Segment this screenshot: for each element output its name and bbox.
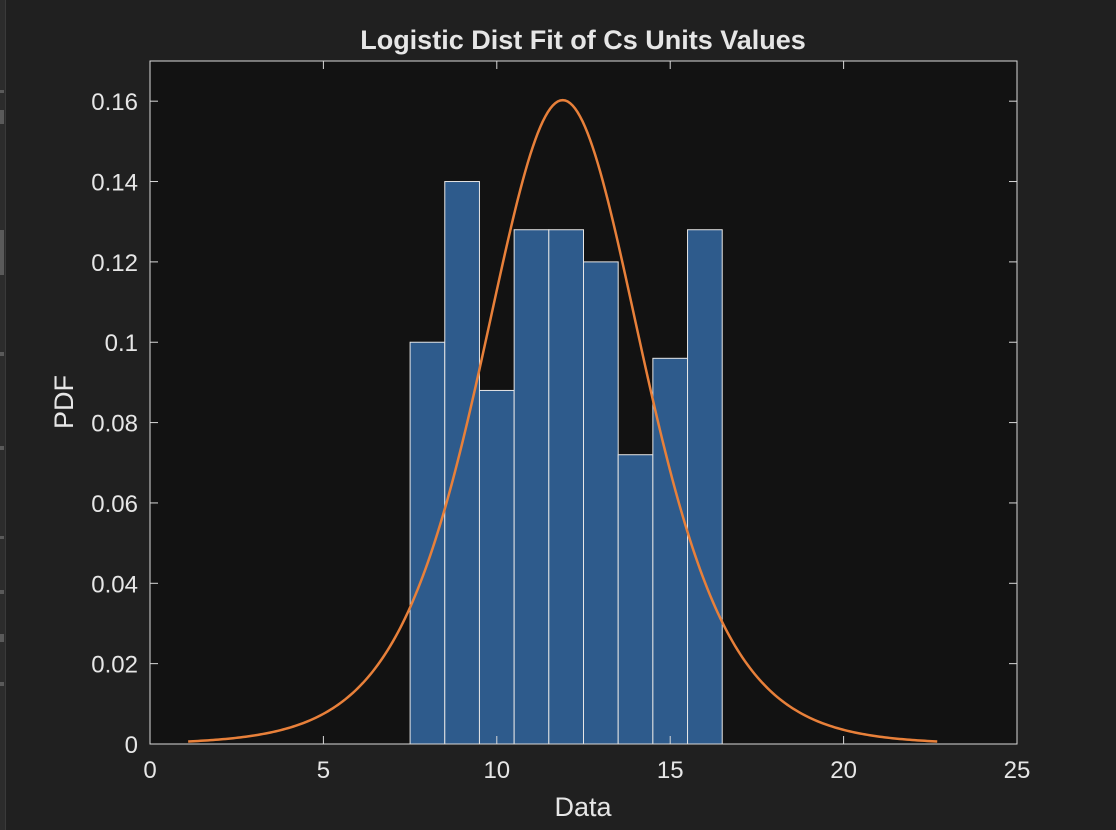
axis-ticks (149, 61, 1018, 745)
histogram-bar (652, 357, 689, 745)
x-tick-label: 25 (1004, 757, 1031, 784)
histogram-bar (548, 229, 585, 745)
y-axis-label: PDF (49, 375, 79, 429)
x-tick-label: 0 (143, 757, 156, 784)
y-tick-label: 0.12 (91, 250, 138, 277)
histogram-bar (617, 454, 654, 745)
x-tick-label: 5 (317, 757, 330, 784)
y-tick-label: 0.02 (91, 652, 138, 679)
y-tick-label: 0.06 (91, 491, 138, 518)
y-tick-label: 0.14 (91, 170, 138, 197)
logistic-fit-curve (188, 98, 938, 743)
histogram-bar (409, 341, 446, 745)
x-tick-label: 10 (483, 757, 510, 784)
y-tick-label: 0.16 (91, 89, 138, 116)
histogram-bar (444, 181, 480, 745)
x-tick-labels: 0 5 10 15 20 25 (143, 757, 1030, 784)
y-tick-label: 0 (125, 732, 138, 759)
y-tick-label: 0.04 (91, 571, 138, 598)
x-tick-label: 15 (657, 757, 684, 784)
chart-title: Logistic Dist Fit of Cs Units Values (360, 25, 806, 55)
y-tick-labels: 0 0.02 0.04 0.06 0.08 0.1 0.12 0.14 0.16 (91, 89, 138, 759)
histogram-bar (513, 229, 550, 745)
left-edge-panel (0, 0, 6, 830)
histogram-bar (478, 389, 515, 745)
y-tick-label: 0.08 (91, 411, 138, 438)
y-tick-label: 0.1 (105, 330, 138, 357)
x-tick-label: 20 (830, 757, 857, 784)
histogram-bar (583, 261, 619, 745)
x-axis-label: Data (554, 792, 612, 822)
histogram-bar (687, 229, 723, 745)
axes-box (149, 60, 1018, 745)
histogram-bars (409, 181, 723, 745)
